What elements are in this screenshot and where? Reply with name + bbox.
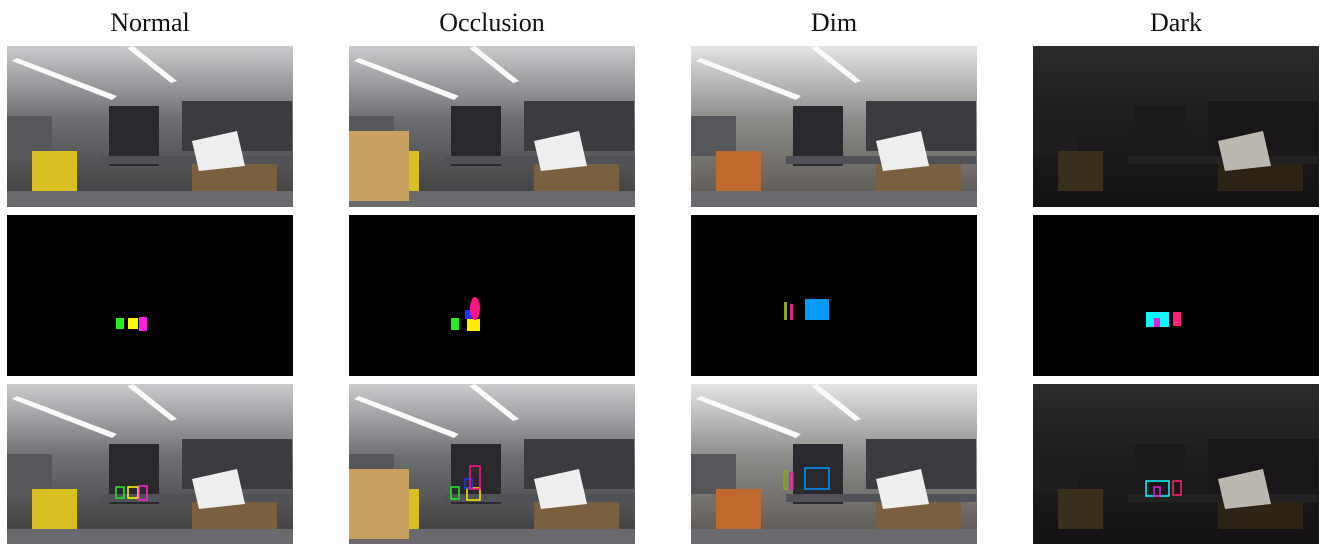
detection-image	[691, 384, 977, 544]
mask-blob	[784, 302, 787, 320]
floor	[691, 191, 977, 207]
input-image	[691, 46, 977, 207]
occluder	[349, 131, 409, 201]
cabinet	[716, 489, 761, 534]
cabinet	[32, 489, 77, 534]
mask-blob	[1154, 318, 1160, 327]
column-title: Occlusion	[439, 8, 544, 37]
cabinet	[1058, 151, 1103, 196]
floor	[7, 529, 293, 544]
mask-blob	[128, 318, 138, 329]
mask-background	[7, 215, 293, 376]
mask-background	[349, 215, 635, 376]
figure: Normal Occlusion Dim Dark	[0, 0, 1320, 544]
detection-image	[1033, 384, 1319, 544]
mask-blob	[467, 319, 480, 331]
shelf	[7, 116, 52, 156]
mask-blob	[1173, 312, 1181, 326]
cabinet	[716, 151, 761, 196]
cabinet	[1058, 489, 1103, 534]
occluder	[349, 469, 409, 539]
shelf	[691, 116, 736, 156]
floor	[7, 191, 293, 207]
floor	[1033, 529, 1319, 544]
mask-blob	[116, 318, 124, 329]
column-title: Normal	[110, 8, 189, 37]
mask-image	[1033, 215, 1319, 376]
mask-background	[1033, 215, 1319, 376]
mask-blob	[790, 304, 793, 320]
shelf	[1033, 454, 1078, 494]
detection-image	[349, 384, 635, 544]
mask-image	[691, 215, 977, 376]
shelf	[691, 454, 736, 494]
column-title: Dark	[1150, 8, 1202, 37]
mask-image	[7, 215, 293, 376]
detection-image	[7, 384, 293, 544]
shelf	[1033, 116, 1078, 156]
mask-background	[691, 215, 977, 376]
mask-blob	[139, 317, 147, 331]
mask-blob	[451, 318, 459, 330]
input-image	[1033, 46, 1319, 207]
floor	[691, 529, 977, 544]
mask-blob	[470, 297, 480, 320]
floor	[1033, 191, 1319, 207]
input-image	[349, 46, 635, 207]
mask-image	[349, 215, 635, 376]
column-title: Dim	[811, 8, 857, 37]
input-image	[7, 46, 293, 207]
cabinet	[32, 151, 77, 196]
shelf	[7, 454, 52, 494]
mask-blob	[805, 299, 829, 320]
